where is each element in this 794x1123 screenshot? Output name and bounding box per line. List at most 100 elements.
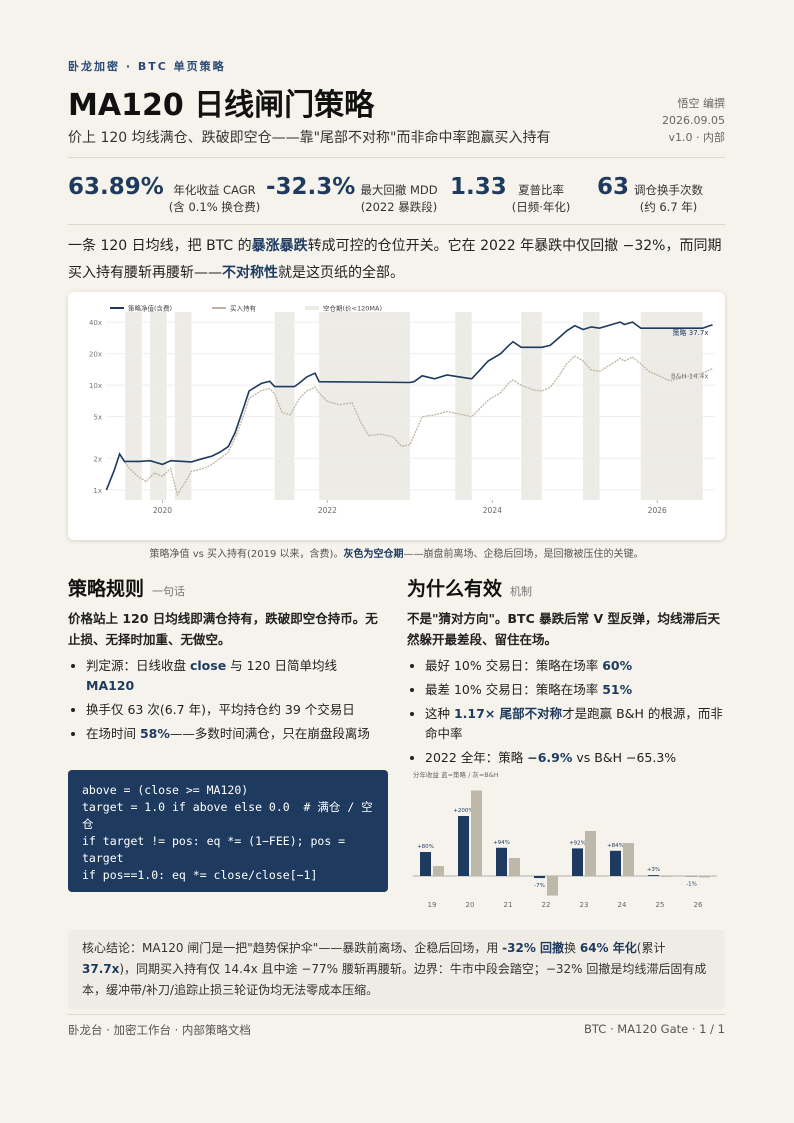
highlight: 灰色为空仓期: [343, 549, 404, 560]
text-run: 换手仅 63 次(6.7 年)，平均持仓约 39 个交易日: [86, 702, 355, 717]
heading-tag: 一句话: [152, 585, 186, 598]
x-tick-label: 2022: [318, 506, 337, 515]
divider: [68, 157, 725, 158]
cash-period: [455, 312, 472, 500]
code-line: target = 1.0 if above else 0.0 # 满仓 / 空仓: [82, 800, 373, 831]
kpi-label-text: 年化收益 CAGR: [173, 183, 256, 197]
x-tick-label: 22: [542, 901, 551, 909]
value-label: -1%: [686, 881, 697, 887]
value-label: +92%: [569, 840, 586, 846]
highlight: 58%: [139, 726, 170, 741]
caption: 策略净值 vs 买入持有(2019 以来，含费)。灰色为空仓期——崩盘前离场、企…: [68, 545, 725, 560]
legend-label: 策略净值(含费): [128, 304, 172, 313]
x-tick-label: 21: [504, 901, 513, 909]
bar: [623, 843, 634, 876]
chart-title: 分年收益 蓝=策略 / 灰=B&H: [413, 770, 499, 779]
bar: [458, 816, 469, 876]
main-chart: 1x 2x 5x 10x 20x 40x 2020 2022 2024 2026 B&H 14.4x…: [89, 304, 715, 515]
value-label: +84%: [607, 843, 624, 849]
x-tick-label: 2024: [483, 506, 502, 515]
kpi-value: 63: [597, 174, 630, 200]
kpi-label: 最大回撤 MDD (2022 暴跌段): [360, 182, 437, 216]
kpi-value: 1.33: [450, 174, 507, 200]
meta: 悟空 编撰 2026.09.05 v1.0 · 内部: [662, 95, 725, 146]
kpi: 63 调仓换手次数 (约 6.7 年): [597, 174, 703, 216]
highlight: MA120: [86, 678, 135, 693]
end-label: 策略 37.7x: [673, 328, 709, 337]
bar: [699, 876, 710, 878]
heading-tag: 机制: [510, 585, 533, 598]
legend-label: 买入持有: [230, 304, 257, 313]
text-run: ——多数时间满仓，只在崩盘段离场: [169, 726, 370, 741]
text-run: 核心结论：MA120 闸门是一把"趋势保护伞"——暴跌前离场、企稳后回场，用: [82, 941, 503, 955]
highlight: close: [189, 658, 227, 673]
cash-period: [319, 312, 410, 500]
bullet: 在场时间 58%——多数时间满仓，只在崩盘段离场: [86, 724, 388, 744]
x-tick-label: 2020: [153, 506, 172, 515]
text-run: (累计: [636, 941, 666, 955]
text-run: 就是这页纸的全部。: [278, 265, 404, 281]
lead: 价格站上 120 日均线即满仓持有，跌破即空仓持币。无止损、无择时加重、无做空。: [68, 611, 378, 647]
bar: [661, 876, 672, 877]
bar: [420, 852, 431, 876]
value-label: +94%: [493, 840, 510, 846]
cash-period: [521, 312, 542, 500]
date: 2026.09.05: [662, 114, 725, 127]
text-run: 才是跑赢 B&H 的根源，而非命中率: [425, 706, 723, 741]
cash-period: [125, 312, 142, 500]
text-run: 2022 全年：策略: [425, 750, 528, 765]
lead: 不是"猜对方向"。BTC 暴跌后常 V 型反弹，均线滞后天然躲开最差段、留住在场…: [407, 611, 720, 647]
bar: [471, 790, 482, 876]
highlight: 暴涨暴跌: [251, 238, 308, 254]
x-tick-label: 24: [618, 901, 627, 909]
text-run: 最差 10% 交易日：策略在场率: [425, 682, 603, 697]
y-tick-label: 5x: [93, 414, 102, 422]
bar: [648, 875, 659, 876]
kpi-note: (约 6.7 年): [639, 200, 698, 214]
divider: [68, 1014, 725, 1015]
highlight: 60%: [602, 658, 633, 673]
text-run: 与 120 日简单均线: [226, 658, 337, 673]
bar: [610, 850, 621, 876]
cash-period: [174, 312, 192, 500]
text-run: 这种: [425, 706, 454, 721]
section-heading: 为什么有效 机制: [407, 574, 532, 601]
text-run: 判定源：日线收盘: [86, 658, 190, 673]
highlight: -32% 回撤: [502, 941, 565, 955]
bar: [585, 831, 596, 876]
heading: 为什么有效: [407, 578, 503, 600]
highlight: 37.7x: [82, 962, 120, 976]
value-label: -7%: [534, 883, 545, 889]
footer-left: 卧龙台 · 加密工作台 · 内部策略文档: [68, 1023, 251, 1037]
cash-period: [640, 312, 703, 500]
kpi: 1.33 夏普比率 (日频·年化): [450, 174, 570, 216]
kpi: -32.3% 最大回撤 MDD (2022 暴跌段): [266, 174, 438, 216]
series-line: [105, 321, 713, 491]
end-label: B&H 14.4x: [671, 373, 708, 381]
bar: [509, 858, 520, 876]
text-run: 一条 120 日均线，把 BTC 的: [68, 238, 252, 254]
kpi-value: 63.89%: [68, 174, 164, 200]
code-line: if target != pos: eq *= (1−FEE); pos = t…: [82, 834, 353, 865]
version: v1.0 · 内部: [668, 131, 726, 144]
value-label: +80%: [417, 844, 434, 850]
title: MA120 日线闸门策略: [68, 88, 375, 123]
kpi-value: -32.3%: [266, 174, 356, 200]
x-tick-label: 2026: [648, 506, 667, 515]
bar: [572, 848, 583, 876]
code-line: above = (close >= MA120): [82, 783, 249, 797]
y-tick-label: 40x: [89, 319, 102, 327]
highlight: 51%: [602, 682, 633, 697]
bullet-list: 最好 10% 交易日：策略在场率 60% 最差 10% 交易日：策略在场率 51%…: [407, 656, 727, 772]
conclusion: 核心结论：MA120 闸门是一把"趋势保护伞"——暴跌前离场、企稳后回场，用 -…: [68, 930, 725, 1009]
text-run: 策略净值 vs 买入持有(2019 以来，含费)。: [149, 549, 344, 560]
x-tick-label: 25: [656, 901, 665, 909]
bullet: 最好 10% 交易日：策略在场率 60%: [425, 656, 727, 676]
annual-chart: 分年收益 蓝=策略 / 灰=B&H +80% +200% +94% -7% +92% +84…: [413, 770, 717, 909]
highlight: 64% 年化: [579, 941, 637, 955]
code-block: above = (close >= MA120) target = 1.0 if …: [68, 770, 388, 892]
bar: [547, 876, 558, 896]
kpi: 63.89% 年化收益 CAGR (含 0.1% 换仓费): [68, 174, 260, 216]
cash-period: [274, 312, 295, 500]
divider: [68, 224, 725, 225]
